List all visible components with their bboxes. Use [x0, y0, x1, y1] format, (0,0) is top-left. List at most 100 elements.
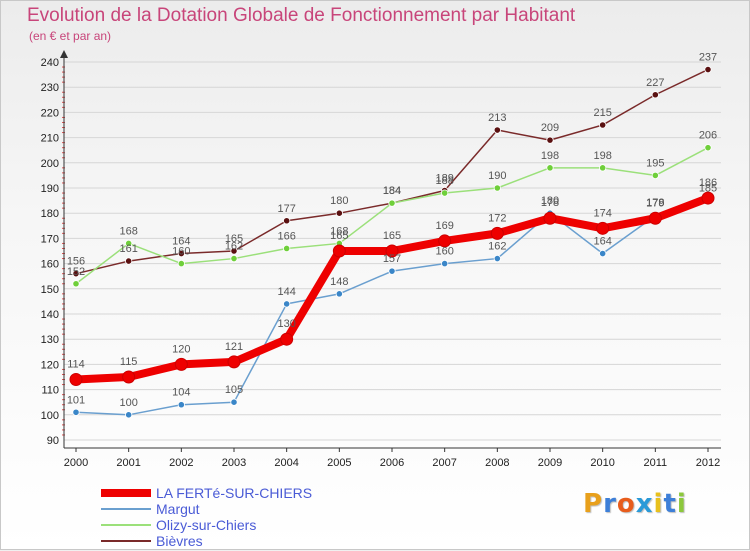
data-label: 172	[488, 212, 506, 224]
data-point	[125, 411, 133, 419]
data-label: 206	[699, 130, 717, 142]
data-label: 160	[172, 246, 190, 258]
data-label: 164	[172, 236, 190, 248]
data-label: 157	[383, 253, 401, 265]
data-label: 178	[646, 197, 664, 209]
y-tick-label: 190	[41, 183, 59, 195]
x-tick-label: 2012	[696, 457, 720, 469]
data-label: 165	[225, 233, 243, 245]
data-label: 227	[646, 77, 664, 89]
data-label: 164	[593, 236, 611, 248]
data-point	[651, 171, 659, 179]
data-label: 105	[225, 384, 243, 396]
data-point	[283, 217, 291, 225]
y-tick-label: 100	[41, 410, 59, 422]
data-point	[651, 91, 659, 99]
data-point	[335, 209, 343, 217]
x-tick-label: 2001	[116, 457, 140, 469]
data-point	[177, 249, 185, 258]
data-point	[125, 239, 133, 248]
legend-label: LA FERTé-SUR-CHIERS	[156, 485, 313, 501]
data-point	[388, 199, 396, 207]
logo-letter: t	[663, 489, 677, 519]
x-tick-label: 2000	[64, 457, 88, 469]
data-label: 120	[172, 343, 190, 355]
y-tick-label: 230	[41, 82, 59, 94]
x-tick-label: 2011	[644, 457, 668, 469]
data-point	[385, 244, 399, 258]
y-tick-label: 130	[41, 334, 59, 346]
data-label: 152	[67, 266, 85, 278]
data-label: 101	[67, 394, 85, 406]
data-point	[493, 184, 501, 192]
legend-swatch	[101, 524, 151, 526]
data-label: 174	[593, 207, 611, 219]
legend-swatch	[101, 508, 151, 510]
data-point	[388, 267, 396, 275]
data-label: 195	[646, 157, 664, 169]
data-label: 198	[593, 150, 611, 162]
data-point	[177, 259, 185, 268]
data-label: 180	[330, 195, 348, 207]
data-label: 165	[383, 230, 401, 242]
x-tick-label: 2004	[274, 457, 298, 469]
legend-swatch	[101, 489, 151, 497]
data-label: 177	[277, 203, 295, 215]
data-label: 160	[435, 246, 453, 258]
data-label: 148	[330, 276, 348, 288]
data-label: 237	[699, 52, 717, 64]
logo-letter: i	[653, 489, 664, 519]
data-label: 189	[435, 173, 453, 185]
series-layer	[69, 65, 715, 419]
y-tick-label: 170	[41, 233, 59, 245]
x-tick-label: 2005	[327, 457, 351, 469]
data-point	[599, 249, 607, 258]
y-tick-label: 180	[41, 208, 59, 220]
chart-title: Evolution de la Dotation Globale de Fonc…	[27, 5, 576, 26]
data-point	[72, 408, 80, 416]
proxiti-logo: Proxiti	[583, 489, 687, 519]
data-point	[122, 370, 136, 384]
x-tick-label: 2008	[485, 457, 509, 469]
data-label: 130	[277, 318, 295, 330]
y-tick-label: 200	[41, 158, 59, 170]
data-label: 115	[120, 356, 138, 368]
legend-label: Olizy-sur-Chiers	[156, 517, 257, 533]
data-point	[283, 244, 291, 253]
data-label: 104	[172, 387, 190, 399]
x-tick-label: 2007	[432, 457, 456, 469]
y-tick-label: 210	[41, 133, 59, 145]
data-label: 165	[330, 230, 348, 242]
legend-label: Margut	[156, 501, 200, 517]
data-label: 184	[383, 185, 401, 197]
data-label: 161	[119, 243, 137, 255]
data-point	[438, 234, 452, 248]
y-tick-label: 160	[41, 259, 59, 271]
data-point	[72, 280, 80, 288]
data-label: 209	[541, 122, 559, 134]
data-labels: 156 161 164 165 177 180 184 189 213 209 215 227 237 1…	[67, 52, 717, 409]
x-tick-label: 2003	[222, 457, 246, 469]
data-point	[490, 226, 504, 240]
data-point	[230, 254, 238, 263]
y-tick-label: 140	[41, 309, 59, 321]
data-label: 168	[330, 225, 348, 237]
data-point	[704, 144, 712, 152]
data-point	[177, 401, 185, 409]
logo-letter: P	[583, 489, 604, 519]
data-label: 114	[67, 359, 85, 371]
data-point	[227, 355, 241, 369]
y-tick-label: 90	[47, 435, 59, 447]
data-point	[704, 65, 712, 74]
x-tick-label: 2002	[169, 457, 193, 469]
data-label: 186	[699, 177, 717, 189]
y-axis-arrow	[60, 50, 68, 58]
data-label: 156	[67, 256, 85, 268]
data-point	[546, 136, 554, 144]
data-point	[701, 191, 715, 205]
data-point	[72, 270, 80, 278]
data-point	[599, 164, 607, 172]
logo-letter: o	[616, 489, 636, 519]
